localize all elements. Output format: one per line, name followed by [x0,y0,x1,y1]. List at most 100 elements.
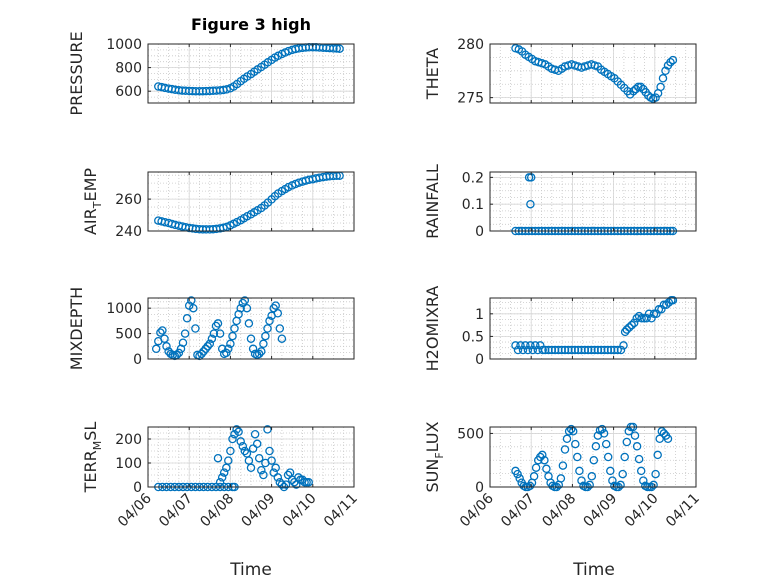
data-point [213,453,223,463]
y-tick-label: 1 [475,307,484,323]
data-point [636,466,646,476]
y-axis-label-sub: F [433,452,446,458]
x-tick-label: 04/07 [156,491,196,531]
data-point [513,469,522,479]
data-point [226,339,235,349]
data-point [332,44,341,53]
data-point [238,441,248,451]
y-tick-label: 800 [115,61,142,77]
data-point [603,452,613,462]
data-point [271,463,280,473]
data-point [526,341,535,350]
data-point [616,345,626,355]
x-tick-label: 04/09 [581,491,621,531]
x-tick-label: 04/11 [663,491,703,531]
data-point [571,439,580,449]
data-point [252,439,262,449]
data-point [267,456,276,465]
x-tick-label: 04/07 [498,491,538,531]
subplot-h2omixra: 0 0.5 1 H2OMIXRA [423,286,697,371]
data-point [629,318,639,328]
y-axis-label-pressure: PRESSURE [67,31,86,115]
data-point [566,424,576,434]
data-point [540,455,549,465]
data-point [518,345,528,355]
data-point [538,345,547,355]
data-point [622,325,632,334]
y-tick-label: 0 [475,352,484,368]
data-point [230,429,239,439]
x-tick-label: 04/08 [539,491,579,531]
data-point [653,450,662,460]
data-point [601,439,611,449]
data-point [211,321,221,331]
data-point [240,446,250,456]
data-point [224,344,233,354]
data-point [585,480,594,490]
data-point [273,309,283,318]
x-tick-label: 04/10 [280,491,320,531]
data-point [516,341,525,350]
data-point [597,424,607,434]
data-point [215,477,225,487]
data-point [632,442,642,451]
data-point [529,472,539,481]
data-point [649,480,658,490]
data-point [568,427,578,436]
data-point [283,470,293,480]
data-point [191,324,200,333]
y-tick-label: 0.2 [462,170,484,186]
data-point [659,300,669,310]
data-point [275,324,285,333]
data-point [613,345,622,355]
data-point [294,473,303,482]
y-tick-label: 0 [133,480,142,496]
data-point [620,327,630,337]
y-tick-label: 500 [115,327,142,343]
data-point [236,437,245,446]
y-axis-label-main: AIR [81,208,100,235]
data-point [329,44,338,53]
x-axis-label-right: Time [572,560,615,580]
data-point [187,296,196,305]
data-point [219,468,229,477]
data-point [620,452,629,462]
y-axis-label-rainfall: RAINFALL [423,164,442,239]
y-axis-label-tail: LUX [423,421,442,452]
x-axis-label-left: Time [229,560,272,580]
data-point [666,57,675,67]
y-tick-label: 600 [115,84,142,100]
data-point [575,466,584,476]
data-point [271,301,280,310]
data-point [254,349,264,359]
data-point [224,456,233,465]
data-point [630,431,640,440]
axes-frame [489,171,697,232]
data-point [242,303,252,313]
data-point [277,334,287,343]
data-point [234,427,243,437]
data-point [197,349,206,359]
data-point [560,445,570,454]
data-point [637,314,646,323]
data-point [564,427,574,436]
data-point [616,480,625,490]
axes-frame [489,297,697,360]
data-point [558,461,568,470]
data-point [189,303,198,313]
data-point [246,463,256,473]
data-point [226,446,235,456]
data-point [222,348,231,358]
y-axis-label-air_temp: AIRTEMP [81,168,104,235]
data-point [281,480,291,489]
data-point [515,474,524,483]
data-point [542,464,551,474]
data-point [599,429,609,438]
y-tick-label: 0.5 [462,329,484,345]
data-point [238,298,248,308]
data-point [265,316,274,326]
data-point [160,334,169,343]
data-point [625,323,634,332]
data-point [573,452,582,462]
data-point [246,334,256,343]
